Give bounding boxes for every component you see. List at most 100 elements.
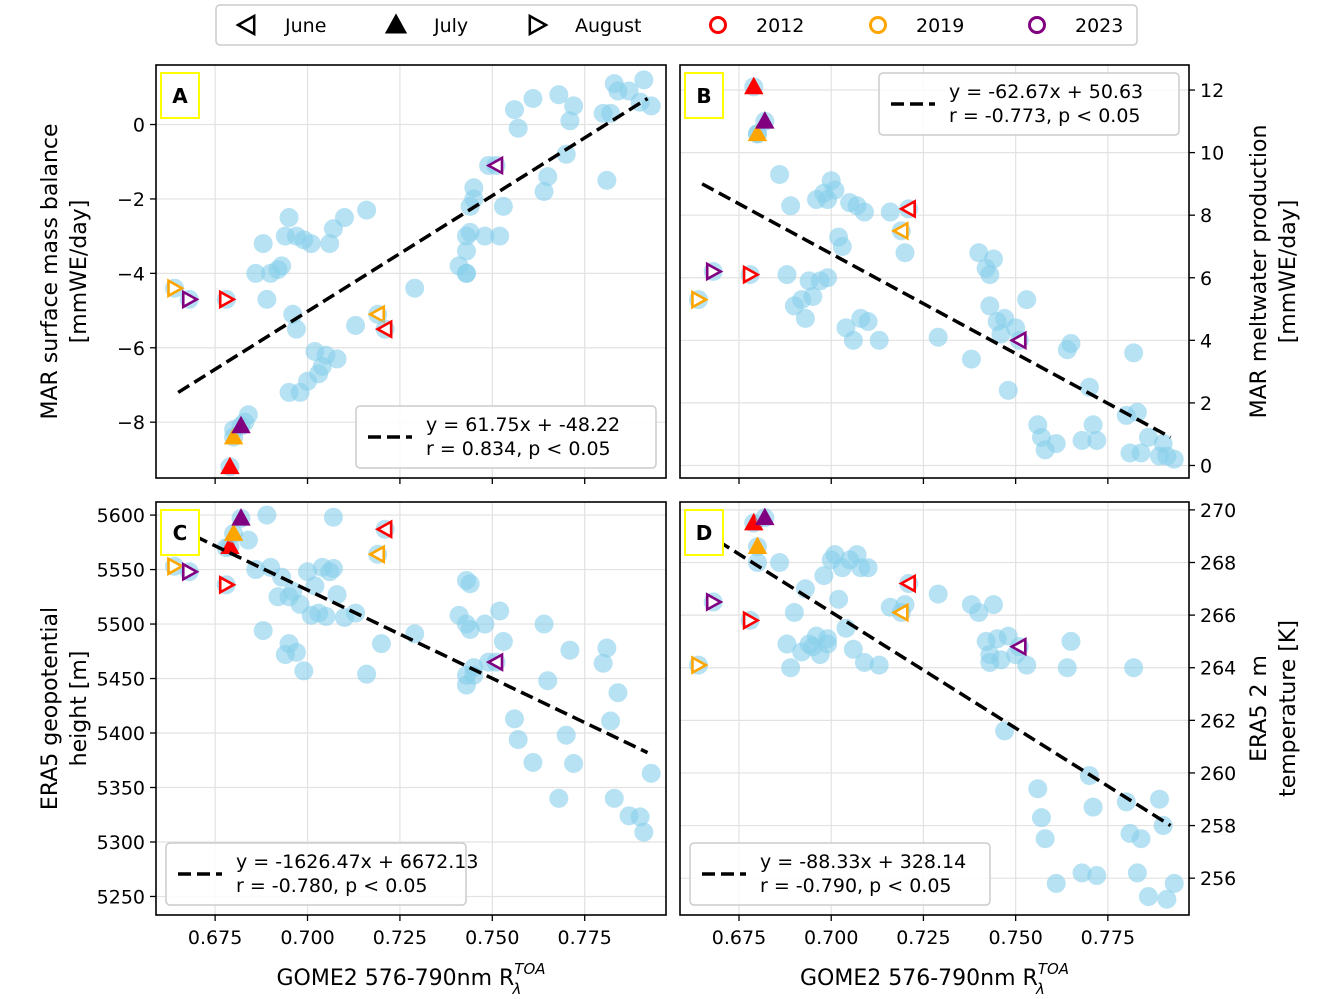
data-point	[286, 319, 306, 339]
y-axis: 0 2 4 6 8 10 12	[1189, 80, 1224, 477]
data-point	[534, 182, 554, 202]
highlight-marker-june-2019	[891, 221, 909, 241]
legend-entry-august: August	[528, 13, 642, 37]
data-point	[854, 202, 874, 222]
data-point	[858, 558, 878, 578]
legend-entry-2019: 2019	[869, 15, 964, 37]
data-point	[556, 144, 576, 164]
data-point	[357, 664, 377, 684]
y-axis-label-line: MAR surface mass balance	[38, 123, 63, 419]
fit-legend-frame	[689, 842, 991, 906]
data-point	[597, 638, 617, 658]
data-point	[597, 170, 617, 190]
panel-label-box	[160, 72, 200, 119]
data-point	[1131, 829, 1151, 849]
data-point	[298, 562, 318, 582]
data-point	[601, 103, 621, 123]
panel-label-d: D	[684, 509, 724, 556]
panel-label-text: C	[173, 521, 188, 545]
data-point	[504, 100, 524, 120]
panel-label-box	[684, 509, 724, 556]
highlight-marker-august-2019	[167, 278, 185, 298]
y-tick-label: 5500	[97, 614, 145, 636]
highlight-points	[688, 76, 1029, 351]
panel-label-a: A	[160, 72, 200, 119]
y-tick-label: −6	[117, 338, 145, 360]
highlight-marker-june-2023	[1009, 636, 1027, 657]
panel-c: 0.675 0.700 0.725 0.750 0.775 5250 5300 5350 540…	[38, 501, 667, 998]
panel-label-c: C	[160, 509, 200, 556]
data-point	[1124, 343, 1144, 363]
data-point	[608, 683, 628, 703]
data-point	[854, 652, 874, 672]
data-point	[1138, 427, 1158, 447]
highlight-marker-july-2023	[231, 508, 251, 526]
data-point	[1028, 779, 1048, 799]
data-point	[327, 585, 347, 605]
data-point	[508, 730, 528, 750]
data-point	[560, 111, 580, 131]
y-axis-label: MAR meltwater production [mmWE/day]	[1247, 125, 1301, 419]
data-point	[493, 631, 513, 651]
data-point	[858, 312, 878, 332]
data-points	[216, 505, 661, 842]
highlight-marker-june-2019	[891, 602, 909, 623]
data-point	[534, 614, 554, 634]
data-point	[460, 619, 480, 639]
data-point	[504, 709, 524, 729]
legend-frame	[215, 4, 1138, 46]
data-point	[836, 618, 856, 638]
highlight-marker-june-2019	[367, 304, 386, 324]
data-point	[1017, 655, 1037, 675]
fit-legend-text: r = -0.790, p < 0.05	[760, 875, 952, 897]
data-point	[843, 330, 863, 350]
data-point	[301, 234, 321, 254]
data-point	[998, 380, 1018, 400]
data-point	[803, 287, 823, 307]
legend-entry-2012: 2012	[709, 15, 804, 37]
data-point	[984, 249, 1004, 269]
data-point	[969, 243, 989, 263]
highlight-marker-july-2019	[747, 536, 768, 555]
data-point	[1035, 829, 1055, 849]
data-point	[253, 621, 273, 641]
panel-label-box	[160, 509, 200, 556]
legend-label: June	[284, 15, 326, 37]
x-axis-label-sup: TOA	[1038, 960, 1069, 978]
fit-legend-frame	[355, 405, 657, 469]
y-tick-label: 0	[1200, 455, 1212, 477]
data-point	[1017, 290, 1037, 310]
highlight-marker-august-2023	[181, 289, 200, 310]
y-axis-label-line: [mmWE/day]	[67, 200, 92, 344]
data-point	[641, 96, 661, 116]
data-point	[1124, 658, 1144, 678]
y-tick-label: −2	[117, 189, 145, 211]
legend-marker-circle	[709, 16, 727, 34]
data-point	[1083, 415, 1103, 435]
data-point	[272, 256, 292, 276]
x-tick-label: 0.725	[373, 927, 427, 949]
data-point	[405, 278, 425, 298]
fit-line	[177, 526, 649, 755]
data-point	[1127, 863, 1147, 883]
fit-line	[177, 97, 649, 394]
y-axis-label-line: MAR meltwater production	[1247, 125, 1272, 419]
data-point	[323, 507, 343, 527]
y-axis-label-line: temperature [K]	[1276, 620, 1301, 797]
data-point	[1149, 789, 1169, 809]
data-point	[991, 324, 1011, 344]
data-point	[246, 263, 266, 283]
y-tick-label: 2	[1200, 393, 1212, 415]
fit-legend-frame	[165, 842, 467, 906]
highlight-marker-june-2012	[898, 199, 916, 219]
x-tick-label: 0.700	[804, 927, 858, 949]
data-point	[327, 349, 347, 369]
data-point	[777, 265, 797, 285]
highlight-marker-july-2012	[220, 456, 240, 475]
y-tick-label: 5450	[97, 669, 145, 691]
y-tick-label: 256	[1200, 868, 1236, 890]
legend: June July August 2012 2019 2023	[215, 4, 1138, 46]
highlight-marker-june-2023	[1009, 330, 1027, 351]
data-point	[253, 234, 273, 254]
